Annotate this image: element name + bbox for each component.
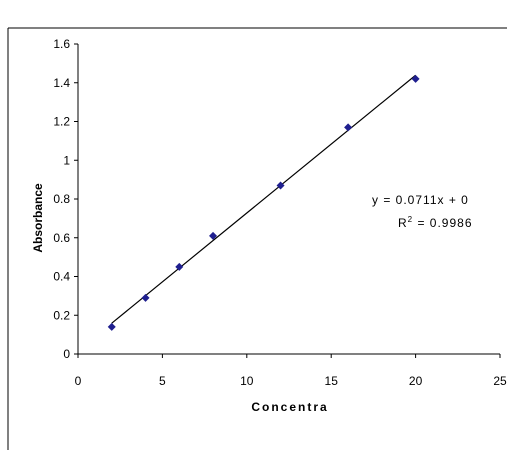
- x-tick-label: 15: [325, 374, 339, 388]
- data-point: [344, 123, 353, 132]
- x-tick-label: 5: [159, 374, 166, 388]
- y-axis-label: Absorbance: [31, 183, 45, 253]
- trendline: [111, 74, 416, 324]
- x-tick-label: 0: [75, 374, 82, 388]
- y-tick-label: 1: [63, 153, 70, 167]
- r-squared-label: R2 = 0.9986: [398, 215, 473, 230]
- y-tick-label: 0: [63, 347, 70, 361]
- data-point: [209, 231, 218, 240]
- y-tick-label: 0.2: [53, 308, 70, 322]
- data-point: [411, 74, 420, 83]
- x-tick-label: 10: [240, 374, 254, 388]
- r-squared-value: = 0.9986: [413, 216, 472, 230]
- x-axis-label: Concentra: [251, 400, 328, 414]
- y-tick-label: 1.4: [53, 76, 70, 90]
- y-tick-label: 1.2: [53, 115, 70, 129]
- data-point: [175, 262, 184, 271]
- data-points: [107, 74, 420, 331]
- data-point: [276, 181, 285, 190]
- y-tick-label: 0.6: [53, 231, 70, 245]
- x-axis-ticks: 0 5 10 15 20 25: [75, 354, 507, 388]
- data-point: [141, 293, 150, 302]
- x-tick-label: 25: [493, 374, 507, 388]
- trendline-equation: y = 0.0711x + 0: [372, 193, 469, 207]
- r-squared-superscript: 2: [408, 215, 413, 224]
- y-tick-label: 1.6: [53, 37, 70, 51]
- trendline-group: [111, 74, 416, 324]
- r-squared-prefix: R: [398, 216, 408, 230]
- y-axis-ticks: 0 0.2 0.4 0.6 0.8 1 1.2 1.4 1.6: [53, 37, 78, 361]
- y-tick-label: 0.4: [53, 270, 70, 284]
- y-tick-label: 0.8: [53, 192, 70, 206]
- x-tick-label: 20: [409, 374, 423, 388]
- data-point: [107, 322, 116, 331]
